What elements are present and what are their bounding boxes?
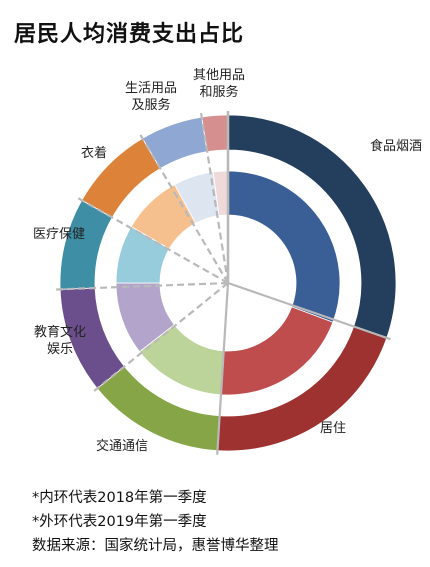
divider-line-3 xyxy=(216,282,230,455)
source-note: 数据来源：国家统计局，惠誉博华整理 xyxy=(32,538,279,554)
divider-line-4 xyxy=(93,282,229,392)
inner-slice-1 xyxy=(227,170,341,323)
label-居住: 居住 xyxy=(320,421,346,436)
divider-line-6 xyxy=(77,197,229,284)
label-衣着: 衣着 xyxy=(81,145,107,161)
label-其他用品和服务: 其他用品和服务 xyxy=(193,68,245,100)
divider-line-2 xyxy=(227,281,391,341)
divider-line-8 xyxy=(200,112,230,284)
label-教育文化娱乐: 教育文化娱乐 xyxy=(34,324,86,357)
label-食品烟酒: 食品烟酒 xyxy=(370,138,422,154)
label-医疗保健: 医疗保健 xyxy=(33,227,85,242)
divider-line-7 xyxy=(139,134,229,284)
outer-slice-5 xyxy=(59,199,113,290)
outer-ring-2019 xyxy=(59,114,397,452)
label-交通通信: 交通通信 xyxy=(96,438,148,454)
label-生活用品及服务: 生活用品及服务 xyxy=(125,81,177,113)
footnotes: *内环代表2018年第一季度 *外环代表2019年第一季度 数据来源：国家统计局… xyxy=(32,486,279,558)
chart-title: 居民人均消费支出占比 xyxy=(14,22,245,47)
slice-dividers xyxy=(56,111,391,455)
inner-ring-2018 xyxy=(115,170,341,396)
inner-ring-note: *内环代表2018年第一季度 xyxy=(32,490,207,506)
outer-ring-note: *外环代表2019年第一季度 xyxy=(32,514,207,530)
divider-line-5 xyxy=(56,281,229,291)
inner-slice-2 xyxy=(220,306,334,396)
